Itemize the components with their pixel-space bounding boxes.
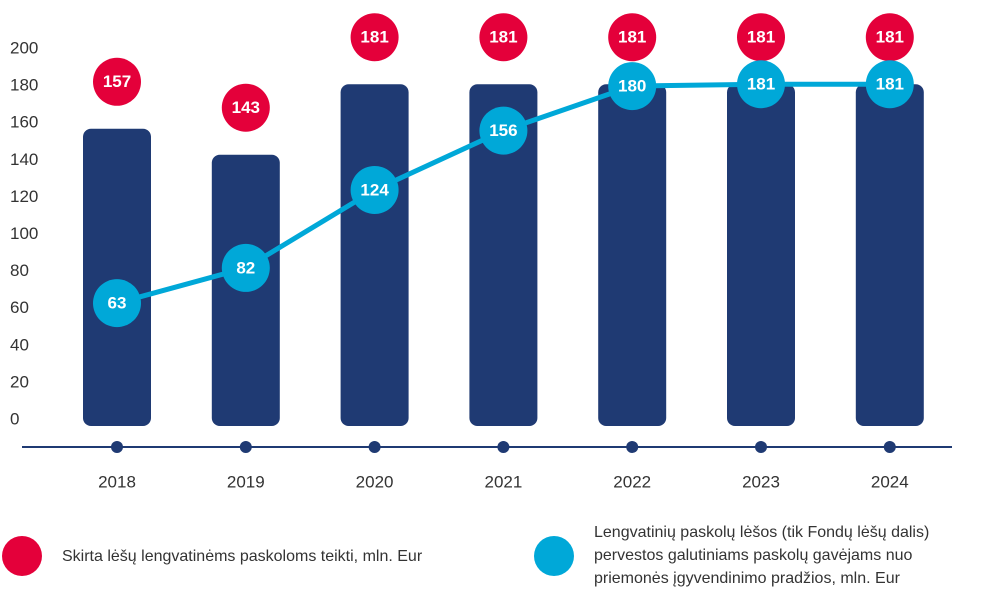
value-label: 181 bbox=[489, 28, 517, 47]
value-label-bg bbox=[221, 83, 270, 132]
legend-swatch bbox=[534, 536, 574, 576]
line-point bbox=[865, 60, 914, 109]
y-tick-label: 160 bbox=[10, 113, 38, 132]
x-tick-label: 2021 bbox=[484, 472, 522, 491]
value-label-bg bbox=[350, 13, 399, 62]
y-tick-label: 40 bbox=[10, 335, 29, 354]
value-label: 181 bbox=[360, 28, 388, 47]
bar bbox=[598, 84, 667, 427]
x-tick-label: 2024 bbox=[871, 472, 909, 491]
x-tick-label: 2019 bbox=[227, 472, 265, 491]
x-tick-dot bbox=[497, 441, 510, 453]
legend-label: Skirta lėšų lengvatinėms paskoloms teikt… bbox=[62, 548, 423, 565]
value-label: 143 bbox=[232, 98, 260, 117]
y-tick-label: 120 bbox=[10, 187, 38, 206]
y-tick-label: 80 bbox=[10, 261, 29, 280]
bar bbox=[855, 84, 924, 427]
value-label: 181 bbox=[747, 75, 775, 94]
y-tick-label: 200 bbox=[10, 38, 38, 57]
x-tick-dot bbox=[883, 441, 896, 453]
value-label: 124 bbox=[360, 180, 389, 199]
bar bbox=[83, 128, 151, 426]
value-label: 181 bbox=[876, 75, 904, 94]
bar bbox=[469, 84, 538, 427]
x-tick-label: 2020 bbox=[356, 472, 394, 491]
value-label: 181 bbox=[747, 28, 775, 47]
value-label: 181 bbox=[876, 28, 904, 47]
legend-swatch bbox=[2, 536, 42, 576]
value-label: 181 bbox=[618, 28, 646, 47]
value-label: 157 bbox=[103, 72, 131, 91]
line-point bbox=[350, 165, 399, 214]
y-tick-label: 20 bbox=[10, 372, 29, 391]
x-tick-label: 2022 bbox=[613, 472, 651, 491]
y-tick-label: 100 bbox=[10, 224, 38, 243]
value-label-bg bbox=[737, 13, 785, 62]
x-tick-dot bbox=[755, 441, 767, 453]
y-tick-label: 0 bbox=[10, 409, 19, 428]
x-tick-dot bbox=[111, 441, 123, 453]
x-tick-dot bbox=[368, 441, 381, 453]
line-point bbox=[608, 62, 657, 111]
value-label-bg bbox=[608, 13, 657, 62]
plot: 0 20 40 60 80 100 120 140 160 180 200 2018 2019 2020 2… bbox=[10, 13, 952, 491]
line-point bbox=[93, 279, 141, 328]
line-point bbox=[221, 243, 270, 292]
y-tick-label: 60 bbox=[10, 298, 29, 317]
y-tick-label: 140 bbox=[10, 150, 38, 169]
value-label-bg bbox=[93, 57, 141, 106]
value-label: 63 bbox=[108, 294, 127, 313]
x-tick-dot bbox=[626, 441, 639, 453]
bar bbox=[340, 84, 409, 427]
x-tick-label: 2023 bbox=[742, 472, 780, 491]
bar bbox=[727, 84, 795, 427]
value-label: 180 bbox=[618, 77, 646, 96]
value-label-bg bbox=[479, 13, 528, 62]
line-point bbox=[479, 106, 528, 155]
value-label: 156 bbox=[489, 121, 517, 140]
value-label: 82 bbox=[236, 258, 255, 277]
x-tick-label: 2018 bbox=[98, 472, 136, 491]
x-tick-dot bbox=[239, 441, 252, 453]
value-label-bg bbox=[865, 13, 914, 62]
y-tick-label: 180 bbox=[10, 76, 38, 95]
line-point bbox=[737, 60, 785, 109]
legend-label: Lengvatinių paskolų lėšos (tik Fondų lėš… bbox=[594, 524, 930, 587]
